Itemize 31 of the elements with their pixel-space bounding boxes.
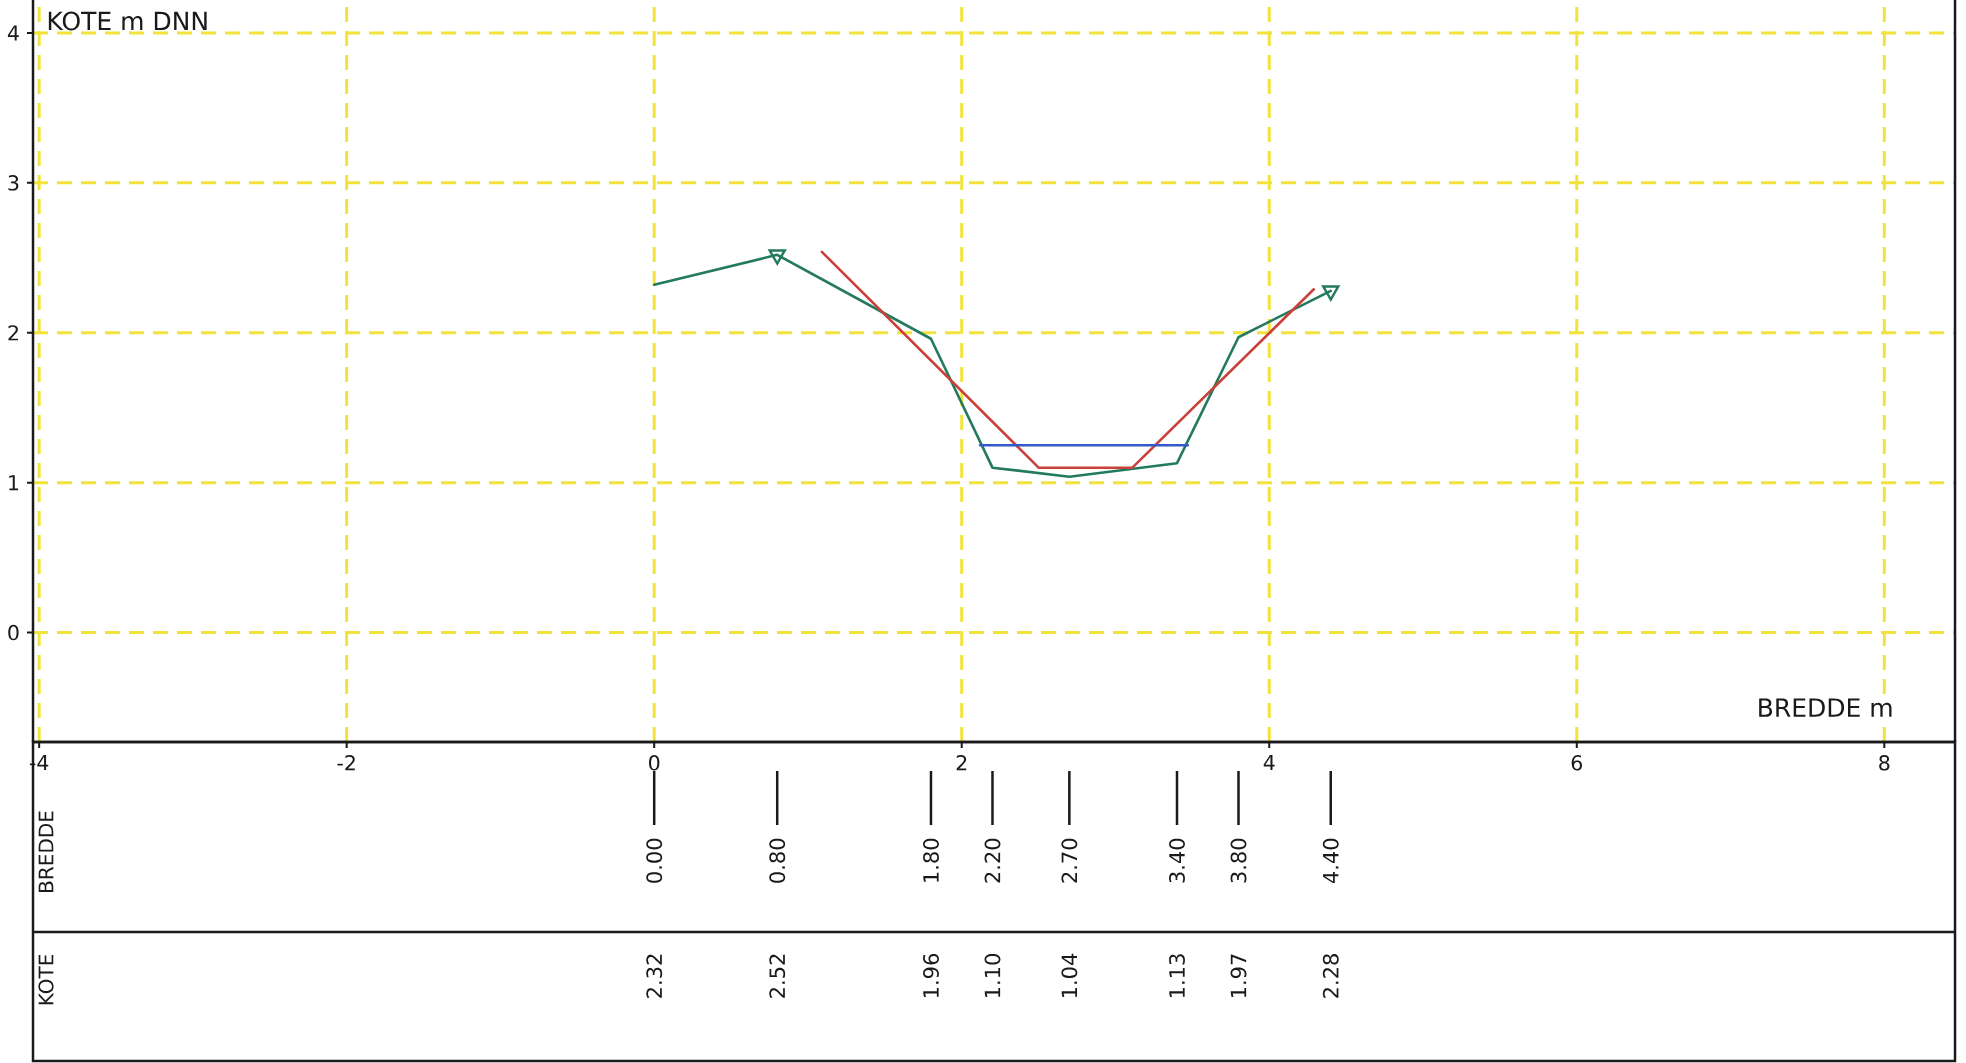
x2-tick-label: 2.70 xyxy=(1061,838,1078,883)
x-tick-label: 4 xyxy=(1263,755,1275,770)
text: 1.10 xyxy=(984,954,1001,998)
text: 1.04 xyxy=(1061,953,1078,998)
x-tick-label: 6 xyxy=(1571,755,1582,771)
text: 1.97 xyxy=(1230,954,1247,998)
y-tick-label: 1 xyxy=(9,475,19,491)
x-tick-label: 2 xyxy=(956,755,967,771)
x-tick-label: 0 xyxy=(649,755,660,771)
text: KOTE xyxy=(38,954,54,1005)
y-tick-label: 0 xyxy=(8,624,19,641)
x-tick-label: -2 xyxy=(337,755,355,771)
text: 2.52 xyxy=(769,954,786,998)
x-axis-title: BREDDE m xyxy=(1759,698,1892,717)
x-tick-label: 8 xyxy=(1879,755,1890,771)
y-tick-label: 4 xyxy=(7,25,19,41)
x2-tick-label: 3.40 xyxy=(1169,838,1185,883)
x2-axis-title: BREDDE xyxy=(38,811,54,892)
x2-tick-label: 3.80 xyxy=(1230,838,1247,883)
y-axis-title: KOTE m DNN xyxy=(48,11,207,31)
text: 2.28 xyxy=(1322,954,1339,998)
text: 2.32 xyxy=(646,954,663,998)
x2-tick-label: 0.80 xyxy=(769,838,786,883)
x2-tick-label: 0.00 xyxy=(646,838,663,883)
y-tick-label: 3 xyxy=(8,175,19,191)
x2-tick-label: 2.20 xyxy=(984,838,1001,883)
text: 1.13 xyxy=(1169,954,1185,998)
x2-tick-label: 4.40 xyxy=(1322,838,1339,884)
text: 1.96 xyxy=(923,953,939,998)
y-tick-label: 2 xyxy=(8,325,18,341)
x2-tick-label: 1.80 xyxy=(923,838,939,882)
